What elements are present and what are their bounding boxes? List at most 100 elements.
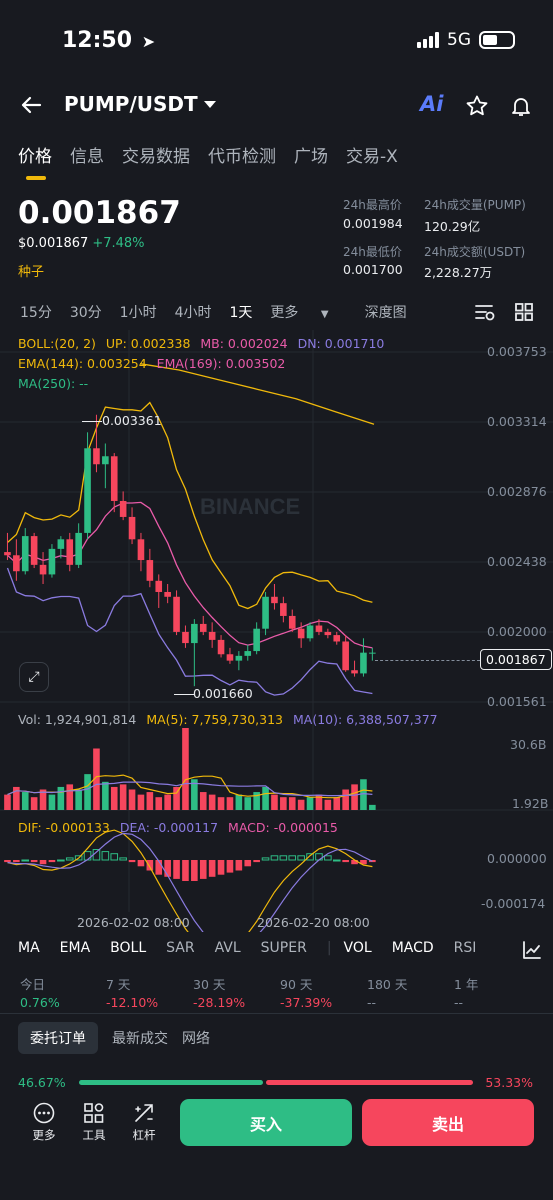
perf-value: -12.10% — [106, 995, 159, 1010]
macd-bar — [13, 860, 20, 863]
volume-bar — [4, 794, 11, 810]
seed-tag[interactable]: 种子 — [18, 265, 45, 280]
price-usd: $0.001867 — [18, 236, 89, 251]
fullscreen-icon[interactable]: ⤢ — [19, 662, 49, 692]
depth-chart-tab[interactable]: 深度图 — [364, 305, 407, 321]
turnover-value: 2,228.27万 — [424, 265, 493, 280]
macd-bar — [342, 860, 349, 863]
tools-button[interactable]: 工具 — [74, 1102, 114, 1143]
interval-15m[interactable]: 15分 — [20, 305, 52, 321]
candle-body — [102, 456, 109, 465]
macd-bar — [244, 860, 252, 867]
tab-trading-data[interactable]: 交易数据 — [122, 147, 190, 167]
indicator-vol[interactable]: VOL — [343, 940, 372, 956]
volume-bar — [191, 779, 198, 810]
candle-body — [93, 448, 100, 465]
perf-value: -37.39% — [280, 995, 333, 1010]
macd-bar — [226, 860, 234, 873]
tab-token-check[interactable]: 代币检测 — [208, 147, 276, 167]
indicator-rsi[interactable]: RSI — [453, 940, 477, 956]
volume-bar — [93, 748, 100, 810]
volume-bar — [297, 799, 305, 810]
kline-chart[interactable]: BINANCE — [0, 330, 553, 932]
indicator-settings-icon[interactable] — [522, 940, 542, 960]
macd-bar — [182, 860, 189, 881]
tab-info[interactable]: 信息 — [70, 147, 104, 167]
candle-body — [315, 625, 323, 632]
volume-bar — [369, 804, 376, 810]
perf-label: 1 年 — [454, 977, 479, 992]
boll-lower-line — [6, 567, 373, 696]
time-axis-label: 2026-02-02 08:00 — [77, 915, 190, 930]
interval-1d[interactable]: 1天 — [229, 305, 253, 321]
interval-4h[interactable]: 4小时 — [174, 305, 212, 321]
bell-icon[interactable] — [509, 94, 533, 118]
volume-axis-label: 30.6B — [510, 737, 547, 752]
macd-value: MACD: -0.000015 — [228, 820, 338, 835]
volume-axis-label: 1.92B — [512, 796, 549, 811]
macd-bar — [191, 860, 198, 881]
candle-body — [173, 596, 180, 632]
star-icon[interactable] — [465, 94, 489, 118]
location-arrow-icon: ➤ — [141, 32, 156, 51]
ema144-value: EMA(144): 0.003254 — [18, 356, 147, 371]
ema144-line — [139, 363, 375, 425]
perf-value: -- — [367, 995, 377, 1010]
macd-bar — [164, 860, 171, 877]
low-marker-line — [174, 694, 194, 695]
more-button[interactable]: 更多 — [24, 1102, 64, 1143]
interval-1h[interactable]: 1小时 — [119, 305, 157, 321]
ma250-value: MA(250): -- — [18, 376, 89, 391]
candle-body — [191, 623, 198, 644]
indicator-boll[interactable]: BOLL — [110, 940, 147, 956]
buy-sell-ratio-bar — [79, 1080, 473, 1085]
candle-body — [48, 548, 56, 575]
volume-bar — [21, 792, 29, 810]
macd-axis-label: 0.000000 — [487, 851, 547, 866]
vol-value: 120.29亿 — [424, 219, 481, 234]
interval-30m[interactable]: 30分 — [69, 305, 102, 321]
indicator-sar[interactable]: SAR — [166, 940, 195, 956]
buy-button[interactable]: 买入 — [180, 1099, 352, 1146]
indicator-ma[interactable]: MA — [18, 940, 40, 956]
volume-bar — [30, 797, 38, 810]
tab-network[interactable]: 网络 — [182, 1031, 210, 1047]
pair-selector[interactable]: PUMP/USDT — [64, 92, 216, 116]
volume-bar — [137, 794, 145, 810]
leverage-label: 杠杆 — [132, 1128, 156, 1142]
volume-bar — [208, 794, 216, 810]
interval-more[interactable]: 更多 ▼ — [270, 305, 329, 321]
back-arrow-icon[interactable] — [20, 96, 42, 114]
tab-square[interactable]: 广场 — [294, 147, 328, 167]
macd-dea: DEA: -0.000117 — [119, 820, 219, 835]
low-marker-label: 0.001660 — [193, 686, 253, 701]
boll-legend: BOLL:(20, 2) UP: 0.002338 MB: 0.002024 D… — [18, 336, 384, 351]
tab-trade-x[interactable]: 交易-X — [346, 147, 398, 167]
volume-bar — [39, 789, 47, 810]
tab-price[interactable]: 价格 — [18, 147, 52, 167]
volume-bar — [164, 794, 171, 810]
volume-bar — [262, 786, 269, 810]
binance-watermark: BINANCE — [200, 494, 300, 519]
price-axis-label: 0.003753 — [487, 344, 547, 359]
boll-params: BOLL:(20, 2) — [18, 336, 96, 351]
active-tab-indicator — [26, 176, 46, 180]
tab-latest-trades[interactable]: 最新成交 — [112, 1031, 168, 1047]
main-tabs: 价格 信息 交易数据 代币检测 广场 交易-X — [18, 142, 398, 167]
tab-open-orders[interactable]: 委托订单 — [18, 1022, 98, 1054]
indicator-ema[interactable]: EMA — [59, 940, 91, 956]
volume-bar — [119, 784, 127, 810]
chart-settings-icon[interactable] — [474, 302, 496, 322]
indicator-avl[interactable]: AVL — [214, 940, 241, 956]
volume-bar — [48, 794, 56, 810]
sell-button[interactable]: 卖出 — [362, 1099, 534, 1146]
ai-icon[interactable]: Ai — [420, 92, 444, 116]
ema-legend: EMA(144): 0.003254 EMA(169): 0.003502 — [18, 356, 285, 371]
indicator-super[interactable]: SUPER — [260, 940, 307, 956]
leverage-button[interactable]: 杠杆 — [124, 1102, 164, 1143]
macd-bar — [48, 860, 56, 863]
volume-bar — [199, 792, 207, 810]
layout-grid-icon[interactable] — [514, 302, 534, 322]
indicator-macd[interactable]: MACD — [391, 940, 434, 956]
macd-bar — [110, 853, 119, 861]
